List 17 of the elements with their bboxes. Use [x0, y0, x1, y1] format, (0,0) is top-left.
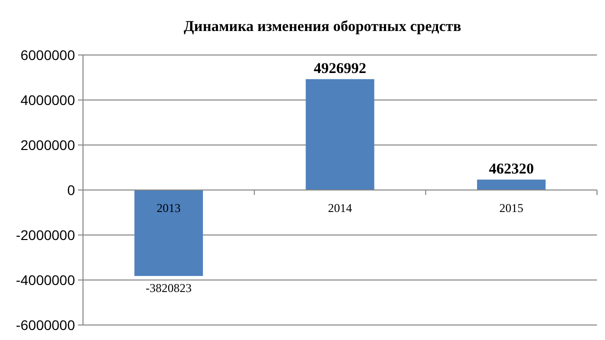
bar	[477, 180, 546, 190]
bar	[306, 79, 374, 190]
y-tick-label: 0	[67, 182, 76, 198]
y-tick-label: -2000000	[16, 226, 76, 243]
data-label: 462320	[488, 162, 534, 178]
data-label: 4926992	[314, 61, 366, 78]
y-tick-label: 6000000	[20, 46, 76, 63]
y-tick-label: -4000000	[16, 272, 76, 288]
x-tick-label: 2015	[499, 201, 524, 215]
x-tick-label: 2013	[156, 201, 181, 215]
y-tick-label: 4000000	[20, 92, 76, 108]
bar	[134, 190, 203, 276]
chart-title: Динамика изменения оборотных средств	[184, 19, 462, 35]
data-label: -3820823	[146, 280, 192, 295]
y-tick-label: -6000000	[16, 316, 76, 333]
x-tick-label: 2014	[328, 201, 352, 215]
y-tick-label: 2000000	[20, 136, 76, 153]
